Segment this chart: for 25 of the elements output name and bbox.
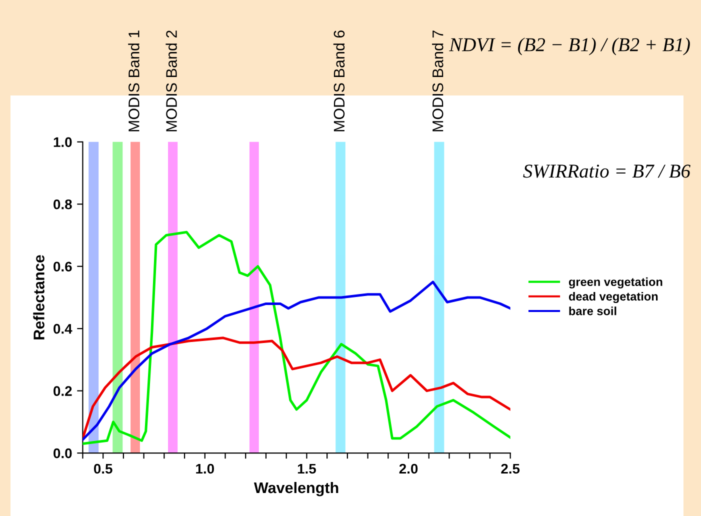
x-tick-label: 1.5 — [298, 464, 316, 474]
legend-label: dead vegetation — [568, 292, 658, 304]
legend-label: bare soil — [569, 306, 616, 316]
legend-label: green vegetation — [568, 277, 662, 288]
y-tick-label: 0.0 — [54, 448, 72, 458]
band-label: MODIS Band 6 — [333, 30, 345, 132]
band-label: MODIS Band 2 — [166, 30, 177, 132]
y-tick-label: 0.2 — [54, 386, 72, 396]
x-tick-label: 2.5 — [501, 464, 520, 474]
x-axis-title: Wavelength — [254, 482, 338, 496]
text: NDVI = (B2 − B1) / (B2 + B1) — [449, 38, 690, 56]
text: SWIRRatio = B7 / B6 — [523, 164, 690, 178]
x-tick-label: 2.0 — [399, 464, 418, 474]
x-tick-label: 1.0 — [196, 464, 214, 474]
y-tick-label: 0.8 — [54, 199, 72, 210]
y-axis-title: Reflectance — [33, 255, 44, 340]
band-label: MODIS Band 1 — [128, 30, 140, 132]
y-tick-label: 0.4 — [54, 324, 72, 334]
y-tick-label: 0.6 — [54, 262, 72, 272]
band-label: MODIS Band 7 — [432, 30, 444, 132]
line-series — [82, 230, 510, 445]
line-series — [82, 336, 510, 440]
y-tick-label: 1.0 — [54, 137, 72, 148]
line-series — [82, 280, 510, 441]
x-tick-label: 0.5 — [94, 464, 112, 474]
